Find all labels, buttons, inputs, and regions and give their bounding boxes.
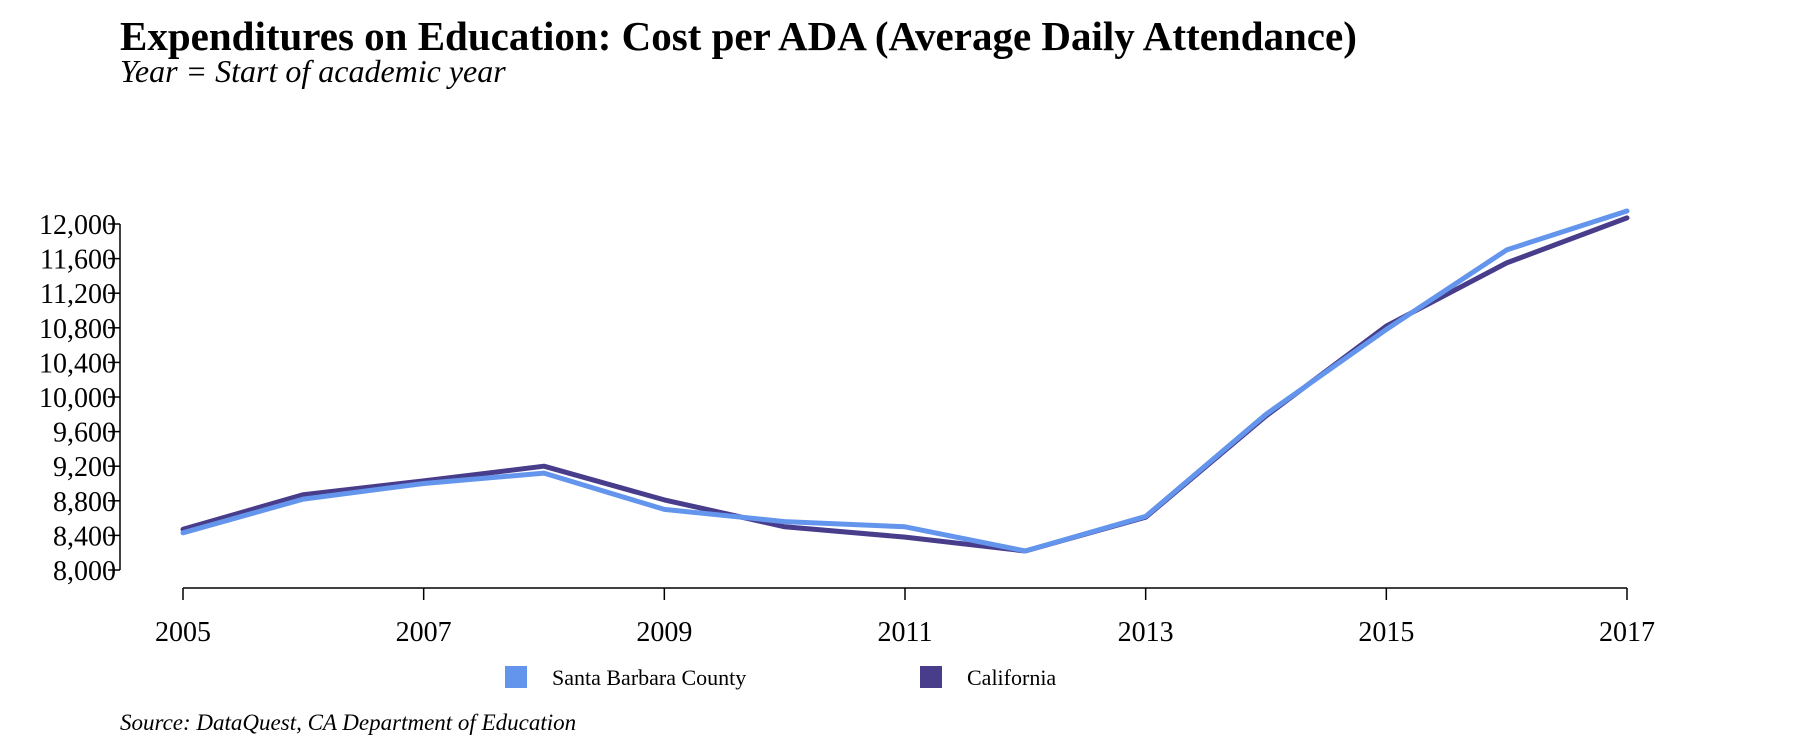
y-tick-label: 8,000 [53, 556, 116, 587]
chart-source: Source: DataQuest, CA Department of Educ… [120, 710, 577, 735]
series-line-california [180, 215, 1630, 554]
x-axis: 2005 2007 2009 2011 2013 2015 2017 [155, 587, 1655, 648]
y-tick-label: 8,800 [53, 487, 116, 518]
x-tick-label: 2017 [1599, 617, 1655, 648]
x-tick-label: 2009 [636, 617, 692, 648]
x-tick-label: 2007 [396, 617, 452, 648]
y-tick-label: 8,400 [53, 521, 116, 552]
x-tick-label: 2011 [878, 617, 933, 648]
y-tick-label: 10,000 [39, 383, 116, 414]
x-tick-label: 2013 [1118, 617, 1174, 648]
x-tick-label: 2005 [155, 617, 211, 648]
y-tick-label: 10,800 [39, 314, 116, 345]
legend-label-california: California [967, 665, 1056, 690]
legend-swatch-california [920, 666, 942, 688]
series-line-santa-barbara-county [180, 208, 1630, 554]
legend-swatch-santa-barbara-county [505, 666, 527, 688]
series-layer [180, 208, 1630, 554]
legend-label-santa-barbara-county: Santa Barbara County [552, 665, 746, 690]
y-tick-label: 12,000 [39, 210, 116, 241]
y-tick-label: 11,200 [40, 279, 116, 310]
y-tick-label: 9,600 [53, 418, 116, 449]
chart-title: Expenditures on Education: Cost per ADA … [120, 13, 1357, 59]
legend: Santa Barbara County California [505, 665, 1056, 690]
y-tick-label: 9,200 [53, 452, 116, 483]
x-tick-label: 2015 [1358, 617, 1414, 648]
y-tick-label: 11,600 [40, 245, 116, 276]
chart-subtitle: Year = Start of academic year [120, 53, 506, 89]
y-tick-label: 10,400 [39, 348, 116, 379]
